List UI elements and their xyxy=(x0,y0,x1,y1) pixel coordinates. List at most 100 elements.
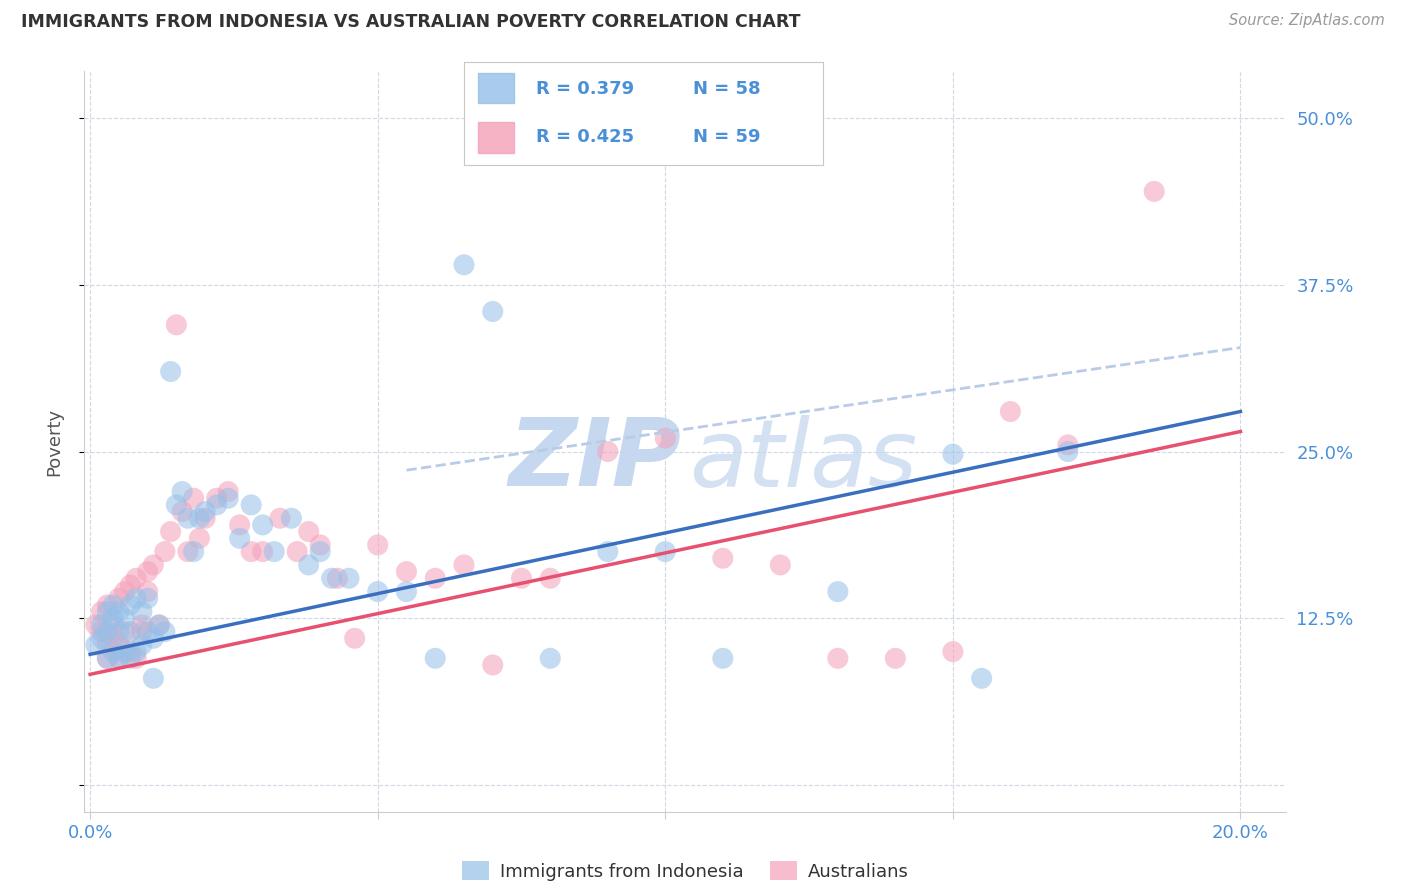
Point xyxy=(367,538,389,552)
Y-axis label: Poverty: Poverty xyxy=(45,408,63,475)
Point xyxy=(298,558,321,572)
Point xyxy=(101,598,124,612)
Point xyxy=(205,491,228,506)
Point xyxy=(120,624,142,639)
Point xyxy=(240,498,263,512)
Point xyxy=(136,624,159,639)
Point xyxy=(101,611,124,625)
Point xyxy=(84,638,107,652)
Point xyxy=(136,584,159,599)
Point xyxy=(177,511,200,525)
Point xyxy=(596,444,619,458)
Point xyxy=(120,578,142,592)
Point xyxy=(453,558,475,572)
Point xyxy=(125,591,148,606)
Point xyxy=(367,584,389,599)
Point xyxy=(970,671,993,685)
Point xyxy=(395,584,418,599)
Point xyxy=(1057,438,1080,452)
Point xyxy=(395,565,418,579)
Point xyxy=(942,645,965,659)
Point xyxy=(153,544,176,558)
Point xyxy=(142,632,165,646)
Point xyxy=(108,651,131,665)
Point xyxy=(481,304,503,318)
Point xyxy=(654,431,676,445)
Point xyxy=(101,618,124,632)
Point xyxy=(280,511,302,525)
Point xyxy=(131,605,153,619)
Text: R = 0.425: R = 0.425 xyxy=(536,128,634,146)
Point xyxy=(827,651,849,665)
Point xyxy=(148,618,170,632)
Point xyxy=(125,571,148,585)
Point xyxy=(120,651,142,665)
Point xyxy=(108,605,131,619)
Point xyxy=(481,657,503,672)
Point xyxy=(337,571,360,585)
Text: ZIP: ZIP xyxy=(509,414,682,506)
Point xyxy=(298,524,321,539)
Text: IMMIGRANTS FROM INDONESIA VS AUSTRALIAN POVERTY CORRELATION CHART: IMMIGRANTS FROM INDONESIA VS AUSTRALIAN … xyxy=(21,13,800,31)
Point xyxy=(148,618,170,632)
Point xyxy=(654,544,676,558)
Point xyxy=(263,544,285,558)
Point xyxy=(120,598,142,612)
Point xyxy=(217,491,239,506)
Point xyxy=(114,584,136,599)
Bar xyxy=(478,73,515,103)
Point xyxy=(827,584,849,599)
Point xyxy=(125,645,148,659)
Point xyxy=(172,505,194,519)
Point xyxy=(159,524,181,539)
Point xyxy=(101,632,124,646)
Point xyxy=(711,651,734,665)
Bar xyxy=(478,122,515,153)
Point xyxy=(96,598,118,612)
Text: N = 59: N = 59 xyxy=(693,128,761,146)
Point xyxy=(183,491,205,506)
Point xyxy=(153,624,176,639)
Point xyxy=(136,565,159,579)
Point xyxy=(90,624,112,639)
Point xyxy=(131,624,153,639)
Point xyxy=(269,511,291,525)
Text: N = 58: N = 58 xyxy=(693,80,761,98)
Point xyxy=(188,531,211,545)
Point xyxy=(321,571,343,585)
Point xyxy=(165,498,187,512)
Text: atlas: atlas xyxy=(689,415,917,506)
Point xyxy=(96,651,118,665)
Point xyxy=(1000,404,1022,418)
Point xyxy=(84,618,107,632)
Point xyxy=(159,364,181,378)
Point xyxy=(228,531,250,545)
Point xyxy=(125,651,148,665)
Point xyxy=(240,544,263,558)
Point xyxy=(96,605,118,619)
Point xyxy=(942,447,965,461)
Point xyxy=(172,484,194,499)
Point xyxy=(188,511,211,525)
Point xyxy=(108,638,131,652)
Point xyxy=(711,551,734,566)
Point xyxy=(114,645,136,659)
Point xyxy=(228,517,250,532)
Point xyxy=(205,498,228,512)
Point xyxy=(96,638,118,652)
Point xyxy=(538,651,561,665)
Point xyxy=(114,624,136,639)
Point xyxy=(596,544,619,558)
Point xyxy=(142,671,165,685)
Point xyxy=(252,544,274,558)
Point xyxy=(1143,185,1166,199)
Point xyxy=(538,571,561,585)
Point xyxy=(96,651,118,665)
Point xyxy=(510,571,533,585)
Point xyxy=(285,544,308,558)
Point xyxy=(252,517,274,532)
Point xyxy=(114,611,136,625)
Point xyxy=(131,618,153,632)
Point xyxy=(183,544,205,558)
Point xyxy=(884,651,907,665)
